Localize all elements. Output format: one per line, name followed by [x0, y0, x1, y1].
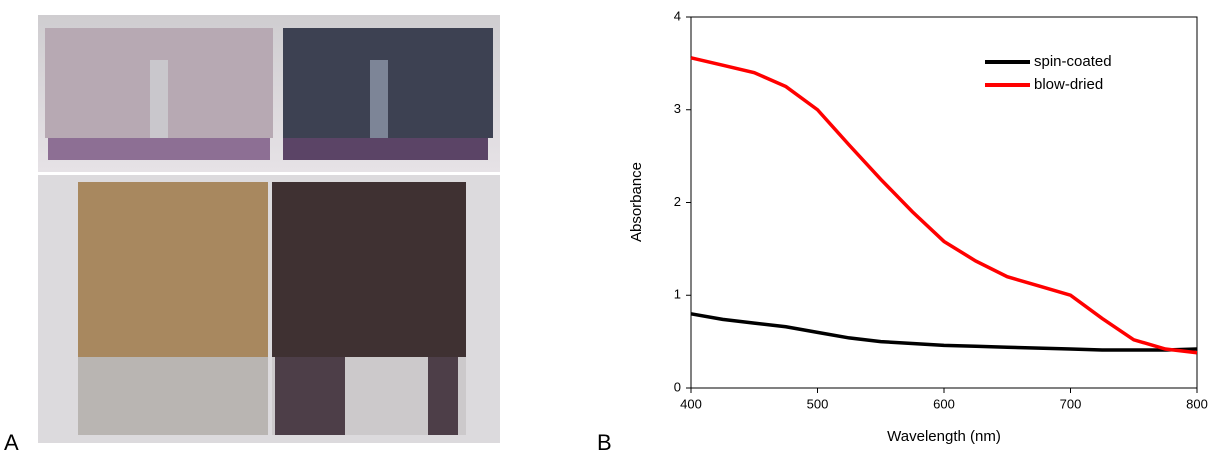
panel-label: A [4, 430, 19, 455]
edge-right [283, 138, 488, 160]
y-tick-label: 4 [674, 8, 681, 23]
x-axis-label: Wavelength (nm) [887, 428, 1001, 445]
data-line [690, 56, 1198, 355]
y-tick-label: 1 [674, 287, 681, 302]
film-left [78, 182, 268, 357]
y-tick-label: 2 [674, 194, 681, 209]
y-axis-label: Absorbance [628, 162, 645, 242]
residue [428, 357, 458, 435]
panel-label: B [597, 430, 612, 455]
photo [38, 15, 500, 443]
substrate-left [78, 357, 268, 435]
edge-left [48, 138, 270, 160]
film-right [272, 182, 466, 357]
legend-label: spin-coated [1034, 53, 1112, 70]
stripe [150, 60, 168, 138]
x-tick-label: 400 [680, 396, 702, 411]
stripe [370, 60, 388, 138]
legend-label: blow-dried [1034, 76, 1103, 93]
x-tick-label: 800 [1186, 396, 1208, 411]
y-tick-label: 3 [674, 101, 681, 116]
x-tick-label: 500 [807, 396, 829, 411]
y-tick-label: 0 [674, 379, 681, 394]
data-line [690, 312, 1198, 352]
x-tick-label: 700 [1060, 396, 1082, 411]
residue [275, 357, 345, 435]
x-tick-label: 600 [933, 396, 955, 411]
